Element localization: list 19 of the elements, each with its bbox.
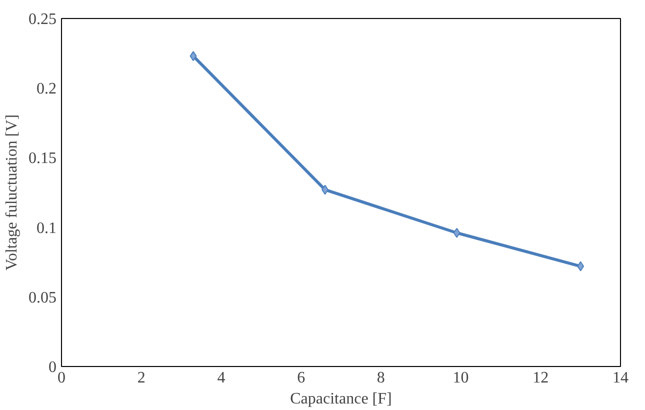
point [322, 184, 329, 195]
y-tick-label: 0.25 [28, 11, 56, 28]
y-tick-label: 0.05 [28, 289, 56, 306]
point [577, 261, 584, 272]
x-axis-title: Capacitance [F] [290, 390, 392, 408]
y-tick-label: 0 [48, 359, 56, 376]
point [190, 51, 197, 62]
x-tick-label: 14 [612, 370, 628, 386]
x-tick-label: 4 [217, 370, 226, 386]
y-tick-label: 0.2 [36, 80, 56, 98]
x-tick-label: 6 [297, 370, 306, 386]
y-tick-label: 0.1 [36, 220, 56, 237]
x-tick-label: 2 [137, 370, 146, 386]
x-tick-label: 12 [532, 370, 549, 386]
x-tick-label: 8 [376, 370, 385, 386]
point [453, 228, 460, 238]
y-axis-title: Voltage fuluctuation [V] [4, 114, 20, 271]
x-tick-label: 10 [452, 370, 469, 386]
y-tick-label: 0.15 [28, 150, 56, 168]
